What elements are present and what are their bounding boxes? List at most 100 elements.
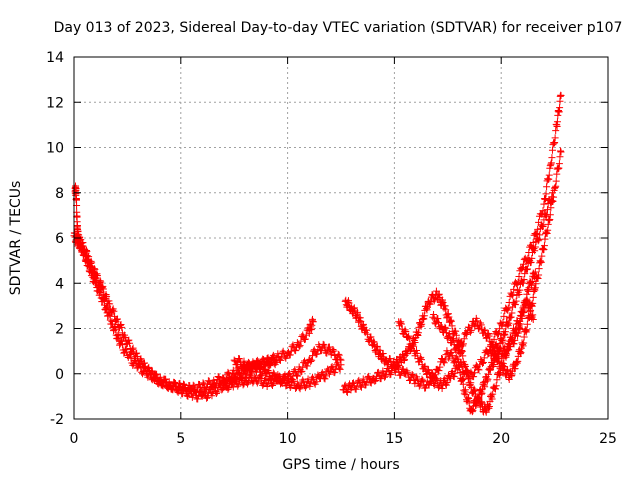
data-point-interp xyxy=(367,333,375,341)
data-point-interp xyxy=(133,352,141,360)
data-point-interp xyxy=(258,371,266,379)
data-point-interp xyxy=(191,388,199,396)
data-point-interp xyxy=(481,326,489,334)
data-point-interp xyxy=(265,368,273,376)
data-point-interp xyxy=(503,305,511,313)
data-point-interp xyxy=(435,367,443,375)
data-point-interp xyxy=(438,297,446,305)
data-point-interp xyxy=(106,316,114,324)
data-point-interp xyxy=(156,373,164,381)
data-point-interp xyxy=(528,302,536,310)
data-point-interp xyxy=(397,371,405,379)
data-point-interp xyxy=(297,368,305,376)
data-point-interp xyxy=(554,165,562,173)
data-point-interp xyxy=(535,271,543,279)
data-point-interp xyxy=(547,159,555,167)
data-point xyxy=(529,315,537,323)
data-point-interp xyxy=(120,349,128,357)
data-point xyxy=(497,320,505,328)
y-tick-label: 10 xyxy=(46,141,64,157)
data-point-interp xyxy=(508,371,516,379)
data-point-interp xyxy=(469,407,477,415)
data-point-interp xyxy=(534,274,542,282)
data-point-interp xyxy=(270,370,278,378)
data-point-interp xyxy=(475,396,483,404)
data-point-interp xyxy=(419,377,427,385)
data-point-interp xyxy=(552,177,560,185)
data-point-interp xyxy=(516,350,524,358)
data-point-interp xyxy=(448,368,456,376)
data-point-interp xyxy=(357,383,365,391)
data-point-interp xyxy=(527,258,535,266)
data-point-interp xyxy=(236,373,244,381)
data-point-interp xyxy=(512,297,520,305)
data-point-interp xyxy=(455,362,463,370)
data-point xyxy=(420,363,428,371)
data-point-interp xyxy=(448,351,456,359)
data-point-interp xyxy=(458,376,466,384)
data-point-interp xyxy=(492,382,500,390)
data-point-interp xyxy=(477,319,485,327)
data-point-interp xyxy=(455,348,463,356)
data-point-interp xyxy=(266,360,274,368)
data-point-interp xyxy=(442,306,450,314)
data-point-interp xyxy=(488,395,496,403)
data-point-interp xyxy=(343,388,351,396)
y-tick-label: 4 xyxy=(55,276,64,292)
data-point-interp xyxy=(543,183,551,191)
data-point-interp xyxy=(447,316,455,324)
data-point-interp xyxy=(417,321,425,329)
y-tick-label: 12 xyxy=(46,95,64,111)
data-point xyxy=(544,220,552,228)
data-point-interp xyxy=(408,370,416,378)
data-point-interp xyxy=(308,356,316,364)
data-point-interp xyxy=(516,286,524,294)
data-point-interp xyxy=(153,370,161,378)
data-point-interp xyxy=(434,315,442,323)
data-point-interp xyxy=(325,343,333,351)
x-tick-label: 0 xyxy=(70,431,79,447)
data-point-interp xyxy=(233,361,241,369)
data-point-interp xyxy=(128,345,136,353)
data-point-interp xyxy=(461,386,469,394)
data-point-interp xyxy=(297,337,305,345)
data-point-interp xyxy=(444,310,452,318)
data-point-interp xyxy=(379,350,387,358)
data-point-interp xyxy=(163,378,171,386)
data-point-interp xyxy=(103,304,111,312)
data-point-interp xyxy=(445,354,453,362)
data-point-interp xyxy=(493,376,501,384)
data-point-interp xyxy=(459,376,467,384)
data-point-interp xyxy=(404,333,412,341)
data-point-interp xyxy=(398,320,406,328)
data-point-interp xyxy=(276,356,284,364)
data-point-interp xyxy=(540,242,548,250)
data-point-interp xyxy=(181,384,189,392)
data-point-interp xyxy=(544,226,552,234)
data-point-interp xyxy=(551,138,559,146)
data-point-interp xyxy=(464,368,472,376)
data-point xyxy=(557,91,565,99)
data-point-interp xyxy=(531,247,539,255)
data-point-interp xyxy=(171,380,179,388)
data-point-interp xyxy=(244,358,252,366)
data-point-interp xyxy=(550,193,558,201)
data-point-interp xyxy=(354,378,362,386)
y-tick-label: 2 xyxy=(55,322,64,338)
data-point-interp xyxy=(268,358,276,366)
data-point xyxy=(467,383,475,391)
data-point-interp xyxy=(474,365,482,373)
data-point-interp xyxy=(436,363,444,371)
data-point-interp xyxy=(286,351,294,359)
data-point-interp xyxy=(535,265,543,273)
data-point-interp xyxy=(329,346,337,354)
data-point-interp xyxy=(286,383,294,391)
data-point-interp xyxy=(210,376,218,384)
data-point-interp xyxy=(542,194,550,202)
data-point-interp xyxy=(535,236,543,244)
data-point-interp xyxy=(416,355,424,363)
data-point xyxy=(489,390,497,398)
data-point-interp xyxy=(466,382,474,390)
